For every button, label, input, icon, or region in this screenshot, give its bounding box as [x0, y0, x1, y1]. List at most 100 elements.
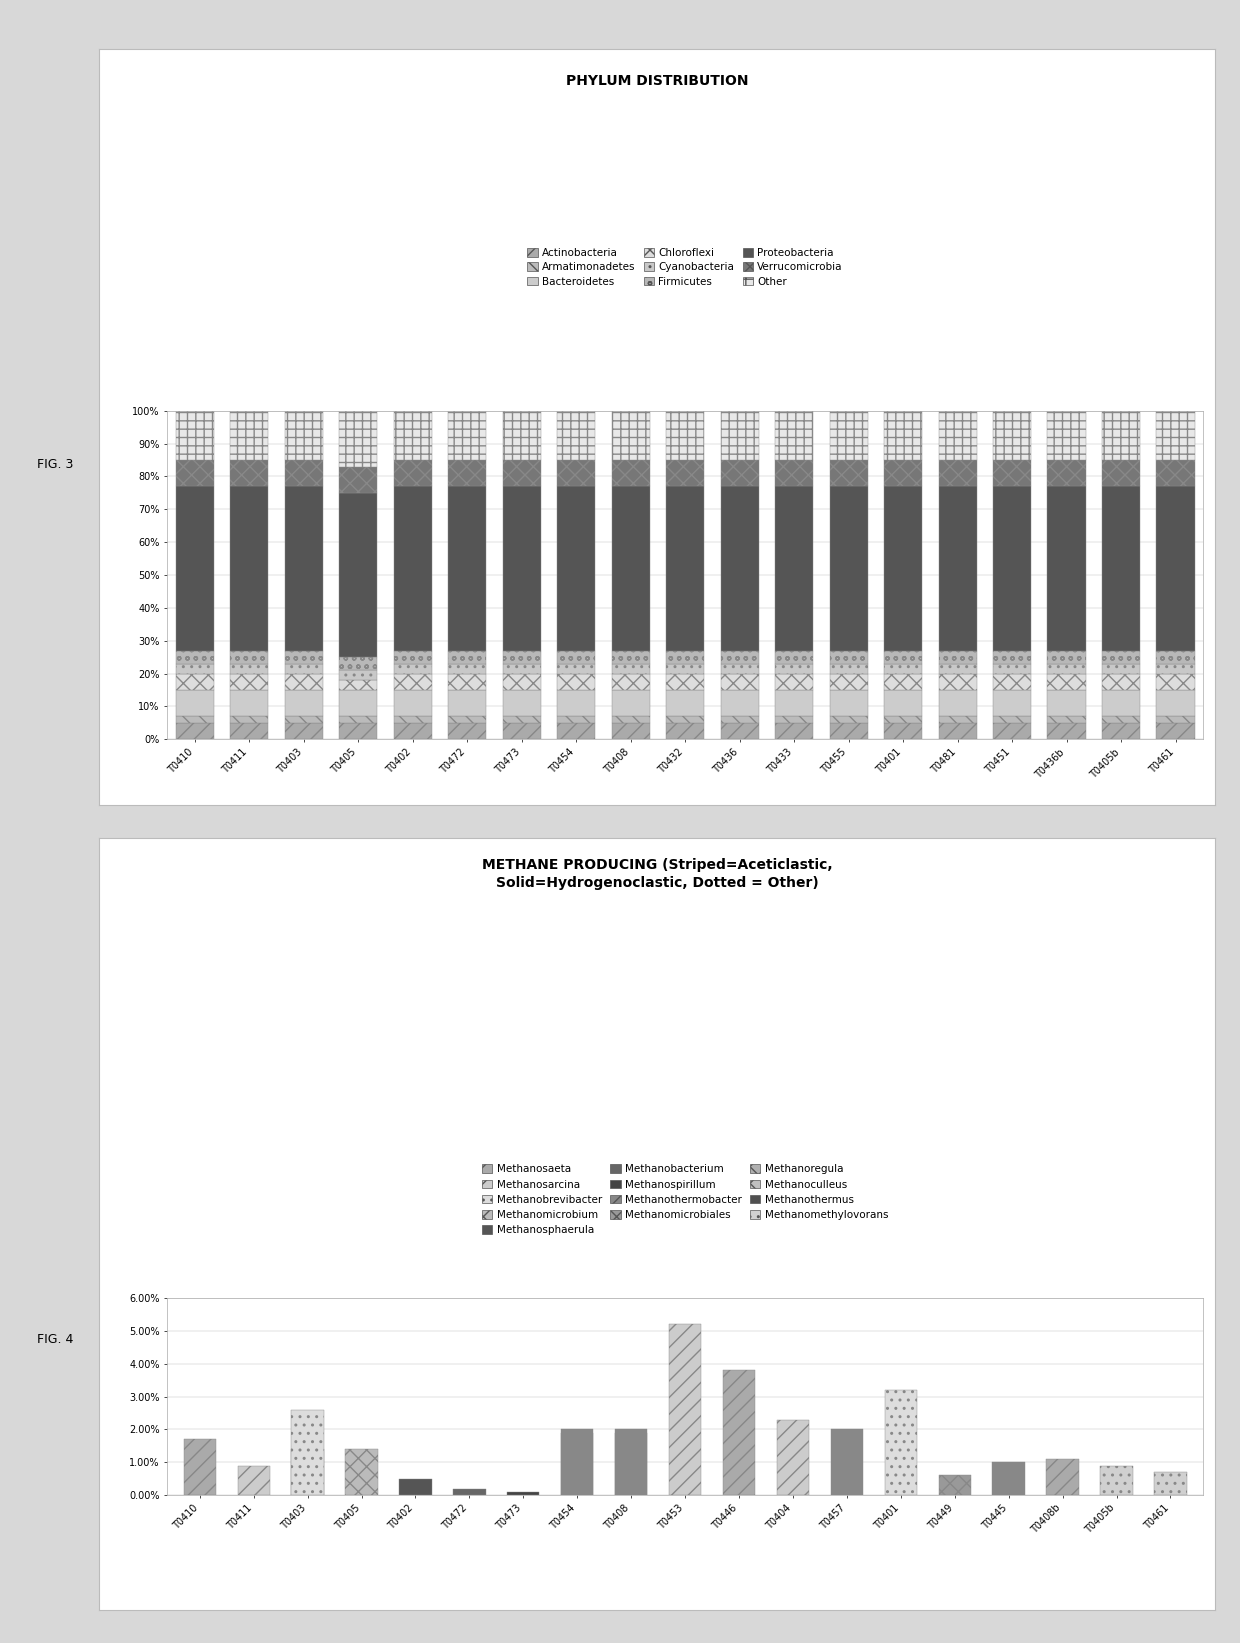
Text: PHYLUM DISTRIBUTION: PHYLUM DISTRIBUTION — [565, 74, 749, 89]
Bar — [611, 690, 650, 716]
Bar — [284, 411, 322, 460]
Bar — [557, 723, 595, 739]
Bar — [1157, 716, 1194, 723]
Bar — [448, 674, 486, 690]
Bar — [1048, 716, 1086, 723]
Bar — [184, 1439, 216, 1495]
Bar — [176, 486, 213, 651]
Bar — [393, 690, 432, 716]
Bar — [1157, 651, 1194, 664]
Bar — [448, 723, 486, 739]
Bar — [720, 723, 759, 739]
Bar — [939, 486, 977, 651]
Bar — [830, 486, 868, 651]
Bar — [284, 651, 322, 664]
Bar — [231, 690, 268, 716]
Bar — [1102, 411, 1140, 460]
Bar — [176, 723, 213, 739]
Bar — [346, 1449, 378, 1495]
Bar — [993, 411, 1032, 460]
Bar — [611, 716, 650, 723]
Bar — [339, 716, 377, 723]
Bar — [1157, 460, 1194, 486]
Bar — [393, 411, 432, 460]
Bar — [393, 664, 432, 674]
Bar — [448, 411, 486, 460]
Bar — [557, 411, 595, 460]
Bar — [507, 1492, 539, 1495]
Bar — [939, 674, 977, 690]
Bar — [1157, 486, 1194, 651]
Bar — [231, 486, 268, 651]
Bar — [884, 1390, 918, 1495]
Bar — [1157, 674, 1194, 690]
Bar — [884, 664, 923, 674]
Bar — [393, 460, 432, 486]
Bar — [1102, 690, 1140, 716]
Bar — [557, 664, 595, 674]
Bar — [284, 723, 322, 739]
Bar — [939, 716, 977, 723]
Bar — [720, 651, 759, 664]
Bar — [884, 690, 923, 716]
Bar — [611, 651, 650, 664]
Bar — [831, 1429, 863, 1495]
Bar — [176, 411, 213, 460]
Bar — [666, 690, 704, 716]
Bar — [775, 651, 813, 664]
Bar — [231, 664, 268, 674]
Bar — [231, 460, 268, 486]
Bar — [1102, 674, 1140, 690]
Bar — [775, 690, 813, 716]
Bar — [939, 690, 977, 716]
Bar — [176, 664, 213, 674]
Bar — [611, 664, 650, 674]
Bar — [775, 674, 813, 690]
Bar — [615, 1433, 647, 1495]
Bar — [939, 723, 977, 739]
Bar — [884, 411, 923, 460]
Bar — [884, 723, 923, 739]
Bar — [775, 723, 813, 739]
Bar — [1102, 664, 1140, 674]
Bar — [1157, 411, 1194, 460]
Bar — [666, 411, 704, 460]
Bar — [666, 674, 704, 690]
Bar — [557, 674, 595, 690]
Text: FIG. 3: FIG. 3 — [37, 458, 73, 472]
Bar — [939, 411, 977, 460]
Bar — [1157, 664, 1194, 674]
Bar — [448, 651, 486, 664]
Bar — [502, 651, 541, 664]
Bar — [776, 1420, 810, 1495]
Bar — [611, 723, 650, 739]
Bar — [993, 460, 1032, 486]
Bar — [723, 1370, 755, 1495]
Bar — [830, 460, 868, 486]
Bar — [993, 664, 1032, 674]
Bar — [393, 716, 432, 723]
Bar — [668, 1324, 702, 1495]
Bar — [884, 651, 923, 664]
Bar — [339, 384, 377, 467]
Bar — [393, 723, 432, 739]
Bar — [448, 486, 486, 651]
Bar — [557, 651, 595, 664]
Bar — [339, 680, 377, 690]
Bar — [720, 690, 759, 716]
Bar — [830, 651, 868, 664]
Bar — [993, 723, 1032, 739]
Bar — [231, 716, 268, 723]
Bar — [615, 1429, 647, 1495]
Bar — [502, 716, 541, 723]
Bar — [1154, 1472, 1187, 1495]
Bar — [557, 486, 595, 651]
Bar — [1048, 674, 1086, 690]
Bar — [666, 651, 704, 664]
Bar — [720, 411, 759, 460]
Bar — [1048, 460, 1086, 486]
Bar — [775, 460, 813, 486]
Bar — [775, 664, 813, 674]
Bar — [291, 1449, 324, 1495]
Legend: Actinobacteria, Armatimonadetes, Bacteroidetes, Chloroflexi, Cyanobacteria, Firm: Actinobacteria, Armatimonadetes, Bactero… — [525, 245, 846, 289]
